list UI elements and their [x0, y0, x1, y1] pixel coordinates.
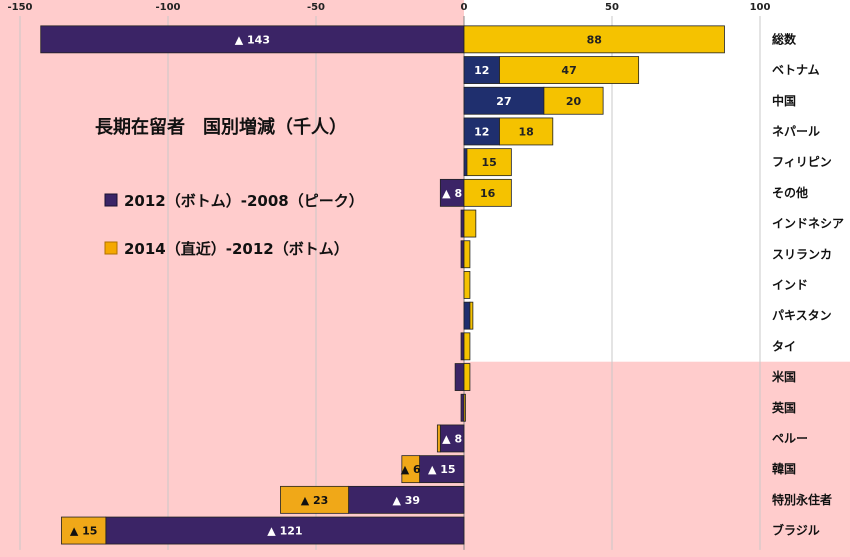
data-labels: ▲ 143 88 12 47 27 20 12 18 15 ▲ 8 16 ▲ 8 ▲ 15 ▲ 6 ▲ 39… [70, 33, 602, 537]
x-tick-label: 0 [461, 2, 468, 13]
x-axis-ticks: -150 -100 -50 0 50 100 [7, 2, 770, 13]
category-label: 韓国 [772, 461, 796, 476]
bars [40, 25, 725, 545]
data-label: 15 [482, 156, 497, 169]
bar-series-2 [463, 240, 471, 269]
bar-series-2 [463, 178, 512, 207]
category-label: ネパール [772, 124, 820, 138]
category-label: スリランカ [772, 247, 832, 261]
category-label: タイ [772, 339, 796, 353]
bar-series-1 [463, 86, 545, 115]
bar-series-2 [463, 332, 471, 361]
bar-series-1 [40, 25, 465, 54]
bar-series-2 [466, 148, 512, 177]
category-label: 総数 [772, 31, 797, 46]
bar-series-2 [499, 117, 554, 146]
category-label: インド [772, 278, 808, 292]
data-label: 47 [561, 64, 576, 77]
x-tick-label: -100 [155, 2, 180, 13]
category-label: 特別永住者 [772, 492, 832, 507]
bar-series-1 [348, 485, 465, 514]
category-label: ベトナム [772, 63, 820, 77]
data-label: 12 [474, 125, 489, 138]
bar-series-1 [454, 363, 465, 391]
bar-series-2 [463, 271, 471, 299]
bar-series-2 [463, 393, 466, 422]
category-label: 米国 [772, 369, 796, 384]
legend: 2012（ボトム）-2008（ピーク） 2014（直近）-2012（ボトム） [104, 192, 364, 258]
category-label: ペルー [772, 431, 808, 445]
category-labels: 総数ベトナム中国ネパールフィリピンその他インドネシアスリランカインドパキスタンタ… [772, 31, 844, 537]
data-label: ▲ 121 [267, 525, 302, 538]
x-tick-label: -150 [7, 2, 32, 13]
bar-series-1 [463, 117, 500, 146]
bar-series-2 [61, 516, 107, 545]
category-label: インドネシア [772, 217, 844, 231]
data-label: 27 [496, 95, 511, 108]
bar-series-1 [460, 393, 465, 422]
bar-series-1 [419, 455, 465, 484]
x-tick-label: 50 [605, 2, 619, 13]
bar-series-1 [105, 516, 465, 545]
legend-label-series-1: 2012（ボトム）-2008（ピーク） [124, 192, 364, 210]
data-label: ▲ 39 [392, 494, 420, 507]
data-label: 16 [480, 187, 496, 200]
bar-series-2 [543, 86, 604, 115]
data-label: ▲ 8 [442, 187, 462, 200]
bar-series-1 [460, 332, 465, 361]
bar-series-2 [463, 209, 477, 238]
x-tick-label: 100 [750, 2, 771, 13]
data-label: ▲ 15 [70, 525, 98, 538]
category-label: 英国 [772, 400, 796, 415]
data-label: 20 [566, 95, 582, 108]
bar-series-1 [463, 148, 468, 177]
bar-series-2 [469, 301, 474, 330]
data-label: 18 [519, 125, 534, 138]
chart-title: 長期在留者 国別増減（千人） [95, 116, 347, 138]
data-label: ▲ 8 [442, 432, 462, 445]
category-label: パキスタン [772, 309, 832, 323]
data-label: ▲ 15 [428, 463, 456, 476]
bar-series-1 [463, 56, 500, 84]
category-label: その他 [772, 185, 808, 200]
data-label: 88 [587, 33, 602, 46]
bar-series-2 [280, 485, 349, 514]
category-label: フィリピン [772, 155, 832, 169]
legend-swatch-series-2 [104, 241, 118, 255]
category-label: 中国 [772, 93, 796, 108]
bar-series-2 [499, 56, 640, 84]
x-tick-label: -50 [307, 2, 325, 13]
category-label: ブラジル [772, 523, 820, 538]
bar-series-2 [401, 455, 420, 484]
bar-series-1 [460, 240, 465, 269]
bar-series-2 [436, 424, 441, 453]
data-label: ▲ 6 [401, 463, 421, 476]
bar-series-2 [463, 25, 725, 54]
bar-series-1 [463, 301, 471, 330]
legend-swatch-series-1 [104, 193, 118, 207]
bar-series-1 [460, 209, 465, 238]
legend-label-series-2: 2014（直近）-2012（ボトム） [124, 240, 349, 258]
bar-series-2 [463, 363, 471, 391]
data-label: 12 [474, 64, 489, 77]
data-label: ▲ 23 [301, 494, 329, 507]
data-label: ▲ 143 [235, 33, 270, 46]
